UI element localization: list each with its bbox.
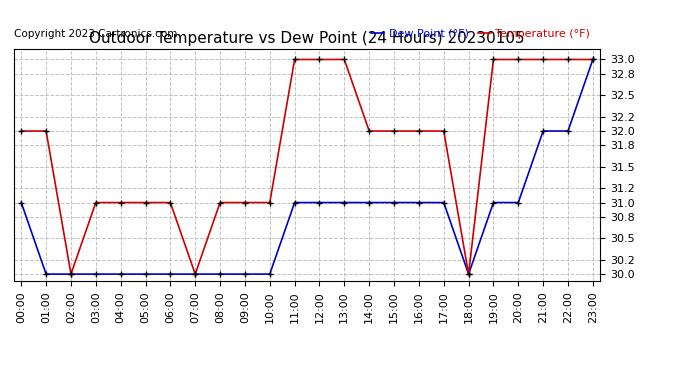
Title: Outdoor Temperature vs Dew Point (24 Hours) 20230105: Outdoor Temperature vs Dew Point (24 Hou…: [89, 31, 525, 46]
Temperature (°F): [92, 200, 100, 205]
Dew Point (°F): [464, 272, 473, 276]
Line: Temperature (°F): Temperature (°F): [18, 56, 596, 278]
Dew Point (°F): [440, 200, 448, 205]
Dew Point (°F): [564, 129, 572, 133]
Temperature (°F): [440, 129, 448, 133]
Temperature (°F): [166, 200, 175, 205]
Temperature (°F): [365, 129, 373, 133]
Temperature (°F): [42, 129, 50, 133]
Dew Point (°F): [539, 129, 547, 133]
Dew Point (°F): [17, 200, 26, 205]
Temperature (°F): [564, 57, 572, 62]
Dew Point (°F): [315, 200, 324, 205]
Temperature (°F): [340, 57, 348, 62]
Text: Copyright 2023 Cartronics.com: Copyright 2023 Cartronics.com: [14, 30, 177, 39]
Line: Dew Point (°F): Dew Point (°F): [18, 56, 596, 278]
Temperature (°F): [241, 200, 249, 205]
Dew Point (°F): [67, 272, 75, 276]
Temperature (°F): [539, 57, 547, 62]
Temperature (°F): [67, 272, 75, 276]
Dew Point (°F): [117, 272, 125, 276]
Dew Point (°F): [365, 200, 373, 205]
Dew Point (°F): [166, 272, 175, 276]
Temperature (°F): [415, 129, 423, 133]
Dew Point (°F): [266, 272, 274, 276]
Dew Point (°F): [141, 272, 150, 276]
Temperature (°F): [589, 57, 597, 62]
Legend: Dew Point (°F), Temperature (°F): Dew Point (°F), Temperature (°F): [366, 24, 595, 43]
Temperature (°F): [266, 200, 274, 205]
Dew Point (°F): [241, 272, 249, 276]
Dew Point (°F): [589, 57, 597, 62]
Temperature (°F): [141, 200, 150, 205]
Dew Point (°F): [415, 200, 423, 205]
Temperature (°F): [117, 200, 125, 205]
Dew Point (°F): [489, 200, 497, 205]
Temperature (°F): [464, 272, 473, 276]
Temperature (°F): [290, 57, 299, 62]
Dew Point (°F): [514, 200, 522, 205]
Temperature (°F): [514, 57, 522, 62]
Temperature (°F): [216, 200, 224, 205]
Temperature (°F): [315, 57, 324, 62]
Dew Point (°F): [340, 200, 348, 205]
Dew Point (°F): [290, 200, 299, 205]
Temperature (°F): [191, 272, 199, 276]
Temperature (°F): [489, 57, 497, 62]
Temperature (°F): [17, 129, 26, 133]
Dew Point (°F): [216, 272, 224, 276]
Temperature (°F): [390, 129, 398, 133]
Dew Point (°F): [42, 272, 50, 276]
Dew Point (°F): [92, 272, 100, 276]
Dew Point (°F): [390, 200, 398, 205]
Dew Point (°F): [191, 272, 199, 276]
